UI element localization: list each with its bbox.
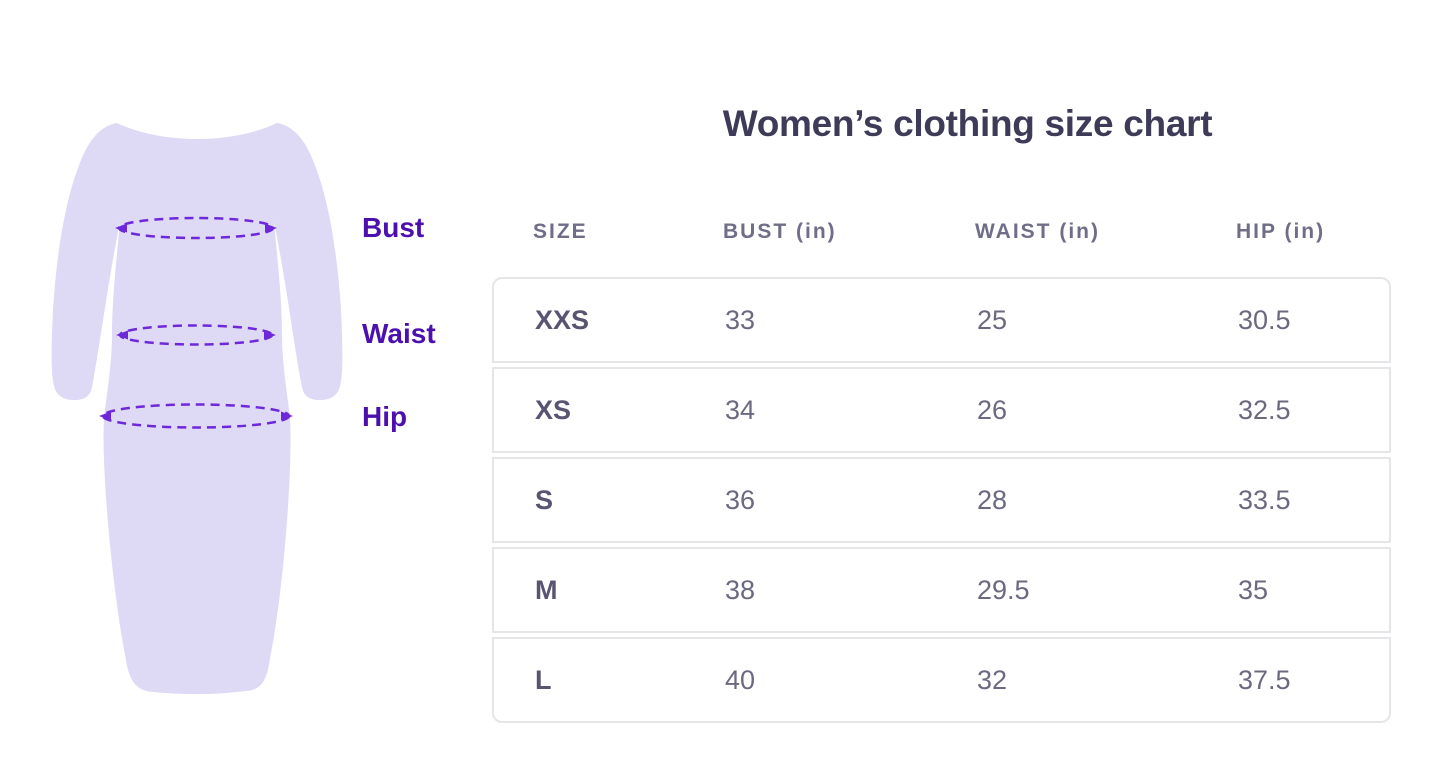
cell-hip: 37.5 <box>1238 664 1291 695</box>
table-row: M 38 29.5 35 <box>492 547 1391 633</box>
table-row: S 36 28 33.5 <box>492 457 1391 543</box>
cell-bust: 36 <box>725 484 756 515</box>
hip-arrow-left-icon <box>99 411 111 421</box>
waist-arrow-right-icon <box>264 330 276 340</box>
cell-bust: 38 <box>725 574 756 605</box>
dress-silhouette <box>51 123 343 695</box>
hip-arrow-right-icon <box>281 411 293 421</box>
cell-hip: 35 <box>1238 574 1269 605</box>
cell-bust: 40 <box>725 664 756 695</box>
dress-illustration <box>51 123 343 695</box>
size-table: XXS 33 25 30.5 XS 34 26 32.5 S 36 28 33.… <box>492 277 1391 723</box>
bust-arrow-right-icon <box>265 223 277 233</box>
column-header-waist: WAIST (in) <box>975 220 1100 243</box>
cell-waist: 26 <box>977 394 1008 425</box>
cell-hip: 32.5 <box>1238 394 1291 425</box>
cell-waist: 32 <box>977 664 1008 695</box>
table-row: XS 34 26 32.5 <box>492 367 1391 453</box>
cell-size: XXS <box>535 304 590 335</box>
cell-size: M <box>535 574 558 605</box>
table-row: XXS 33 25 30.5 <box>492 277 1391 363</box>
column-header-size: SIZE <box>533 220 588 243</box>
cell-bust: 34 <box>725 394 756 425</box>
table-row: L 40 32 37.5 <box>492 637 1391 723</box>
hip-label: Hip <box>362 401 408 432</box>
waist-label: Waist <box>362 318 436 349</box>
cell-size: XS <box>535 394 572 425</box>
bust-label: Bust <box>362 212 425 243</box>
table-header-row: SIZE BUST (in) WAIST (in) HIP (in) <box>492 220 1391 244</box>
cell-hip: 33.5 <box>1238 484 1291 515</box>
cell-bust: 33 <box>725 304 756 335</box>
cell-size: L <box>535 664 552 695</box>
bust-arrow-left-icon <box>115 223 127 233</box>
waist-arrow-left-icon <box>116 330 128 340</box>
cell-hip: 30.5 <box>1238 304 1291 335</box>
column-header-hip: HIP (in) <box>1236 220 1326 243</box>
page-title: Women’s clothing size chart <box>722 103 1213 144</box>
cell-waist: 29.5 <box>977 574 1030 605</box>
cell-waist: 25 <box>977 304 1008 335</box>
column-header-bust: BUST (in) <box>723 220 837 243</box>
cell-waist: 28 <box>977 484 1008 515</box>
cell-size: S <box>535 484 554 515</box>
